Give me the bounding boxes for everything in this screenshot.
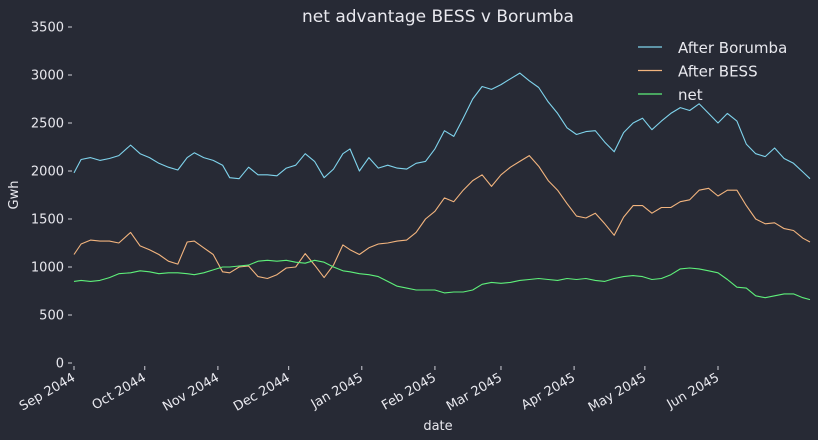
legend-label: After BESS [678, 63, 758, 81]
y-tick-label: 2500 [31, 117, 64, 132]
x-tick-label: Oct 2044 [90, 370, 149, 413]
legend-label: After Borumba [678, 39, 787, 57]
series-line-1 [73, 155, 811, 280]
series-line-0 [73, 72, 811, 180]
y-tick-label: 2000 [31, 165, 64, 180]
y-tick-label: 3000 [31, 69, 64, 84]
series-line-2 [73, 259, 811, 301]
legend-label: net [678, 86, 703, 104]
x-tick-label: Sep 2044 [17, 370, 78, 414]
y-tick-label: 0 [56, 357, 64, 372]
x-tick-label: Jun 2045 [664, 370, 722, 412]
series-group [73, 72, 811, 301]
y-tick-label: 1500 [31, 213, 64, 228]
y-axis: 0 500 1000 1500 2000 2500 3000 3500 [31, 21, 72, 372]
y-tick-label: 1000 [31, 261, 64, 276]
x-axis-label: date [423, 419, 452, 434]
chart-title: net advantage BESS v Borumba [302, 7, 574, 27]
legend: After Borumba After BESS net [638, 39, 787, 104]
y-axis-label: Gwh [7, 181, 22, 210]
y-tick-label: 3500 [31, 21, 64, 36]
x-tick-label: Mar 2045 [444, 370, 505, 414]
y-tick-label: 500 [39, 309, 64, 324]
x-tick-label: Apr 2045 [519, 370, 578, 413]
x-tick-label: Dec 2044 [231, 370, 293, 414]
x-axis: Sep 2044 Oct 2044 Nov 2044 Dec 2044 Jan 2045… [17, 366, 722, 416]
x-tick-label: May 2045 [586, 370, 649, 415]
x-tick-label: Jan 2045 [308, 370, 366, 412]
x-tick-label: Nov 2044 [160, 370, 222, 414]
x-tick-label: Feb 2045 [379, 370, 439, 413]
